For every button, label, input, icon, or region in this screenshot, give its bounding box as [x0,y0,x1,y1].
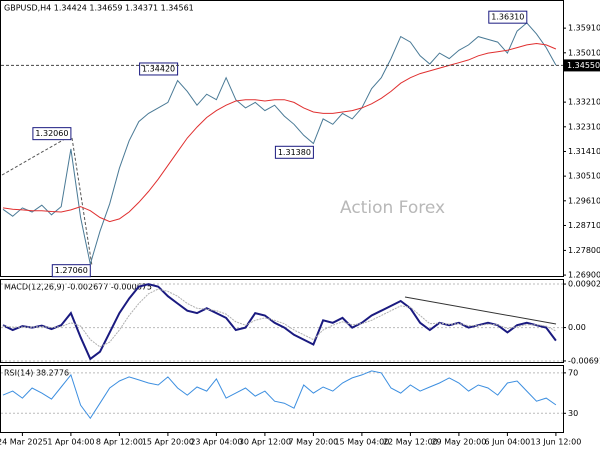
annotation-label: 1.27060 [55,266,88,275]
watermark: Action Forex [340,198,445,218]
x-tick-label: 23 Apr 04:00 [190,438,242,447]
series-line [2,22,557,265]
x-tick-label: 15 May 04:00 [334,438,389,447]
x-tick-label: 22 May 12:00 [383,438,438,447]
x-tick-label: 7 May 20:00 [289,438,339,447]
y-tick-label: 1.31410 [568,147,600,156]
series-line [2,288,557,348]
trend-line [71,137,93,267]
y-tick-label: -0.006915 [568,356,600,365]
annotation-label: 1.32060 [35,129,68,138]
x-tick-label: 1 Apr 04:00 [47,438,94,447]
annotation-box [32,127,72,141]
series-line [2,370,557,420]
y-tick-label: 0.00902 [568,280,600,289]
y-tick-label: 0.00 [568,323,586,332]
y-tick-label: 1.30510 [568,172,600,181]
macd-frame [0,279,564,363]
x-tick-label: 15 Apr 20:00 [142,438,194,447]
x-tick-label: 29 May 20:00 [431,438,486,447]
macd-trend-line [404,296,557,325]
y-tick-label: 1.35910 [568,24,600,33]
annotation-box [139,62,179,76]
annotation-label: 1.36310 [491,13,524,22]
x-tick-label: 24 Mar 2025 [0,438,48,447]
annotation-label: 1.34420 [142,64,175,73]
x-tick-label: 30 Apr 12:00 [239,438,291,447]
rsi-frame [0,365,564,433]
annotation-box [274,145,314,159]
annotation-box [51,264,91,278]
y-tick-label: 1.26900 [568,271,600,280]
series-line [2,42,557,223]
y-tick-label: 1.35010 [568,48,600,57]
panel-title: GBPUSD,H4 1.34424 1.34659 1.34371 1.3456… [4,4,194,13]
y-tick-label: 1.29610 [568,196,600,205]
annotation-box [488,10,528,24]
y-tick-label: 1.27800 [568,246,600,255]
trend-line [1,135,71,176]
y-tick-label: 1.33210 [568,98,600,107]
panel-title: RSI(14) 38.2776 [4,369,69,378]
y-tick-label: 1.28710 [568,221,600,230]
current-price-box [564,59,600,72]
main-frame [0,0,564,277]
x-tick-label: 6 Jun 04:00 [485,438,531,447]
annotation-label: 1.31380 [278,148,311,157]
series-line [2,283,557,361]
y-tick-label: 1.32310 [568,122,600,131]
y-tick-label: 70 [568,368,578,377]
y-tick-label: 30 [568,409,578,418]
panel-title: MACD(12,26,9) -0.002677 -0.000675 [4,283,152,292]
x-tick-label: 8 Apr 12:00 [96,438,143,447]
x-tick-label: 13 Jun 12:00 [530,438,581,447]
current-price-label: 1.34550 [567,61,600,70]
